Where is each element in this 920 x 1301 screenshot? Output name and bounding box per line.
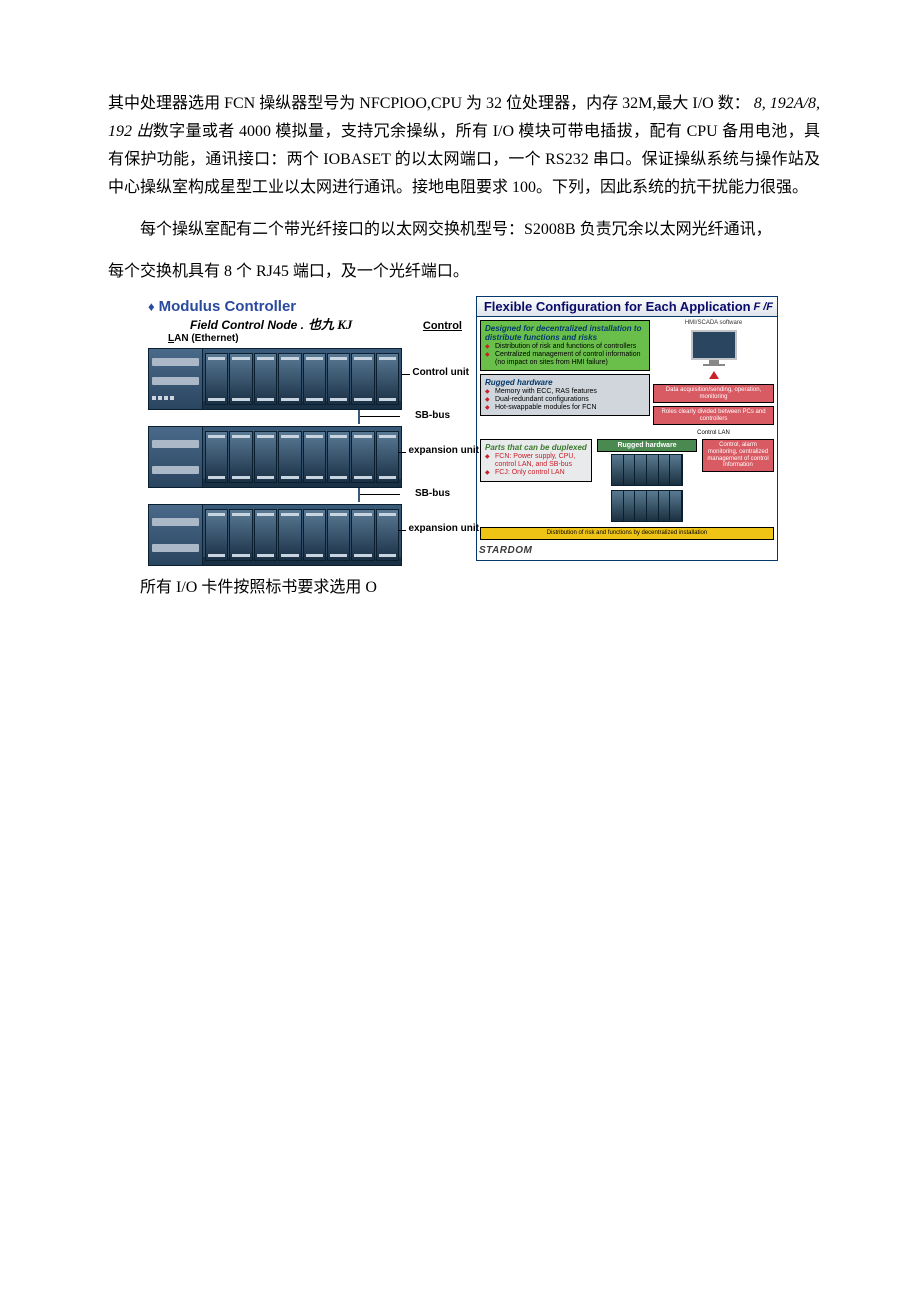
rack-expansion-1: expansion unit <box>148 426 402 488</box>
rugged-bar: Rugged hardware <box>597 439 697 452</box>
callout-roles: Roles clearly divided between PCs and co… <box>653 406 774 425</box>
paragraph-2: 每个操纵室配有二个带光纤接口的以太网交换机型号：S2008B 负责冗余以太网光纤… <box>108 216 820 244</box>
mini-rack-2 <box>611 490 683 522</box>
box-decentralized: Designed for decentralized installation … <box>480 320 650 371</box>
label-expansion-1: expansion unit <box>408 445 479 456</box>
label-control-unit: Control unit <box>412 367 469 378</box>
rack-expansion-2: expansion unit <box>148 504 402 566</box>
yellow-bar: Distribution of risk and functions by de… <box>480 527 774 540</box>
sb-bus-1: SB-bus <box>148 410 400 424</box>
figures-row: ♦ Modulus Controller Field Control Node .… <box>148 296 820 566</box>
label-expansion-2: expansion unit <box>408 523 479 534</box>
p1-line1: 其中处理器选用 FCN 操纵器型号为 NFCPlOO,CPU 为 32 位处理器… <box>108 95 750 112</box>
fr-title: Flexible Configuration for Each Applicat… <box>481 299 753 314</box>
bullet-icon: ♦ <box>148 299 155 314</box>
p1-tail: 接地电阻要求 100。下列，因此系统的抗干扰能力很强。 <box>412 179 808 196</box>
hmi-label: HMI/SCADA software <box>653 320 774 326</box>
fig-left-sub-right: Control <box>423 320 462 332</box>
arrow-up-icon <box>709 371 719 379</box>
figure-left: ♦ Modulus Controller Field Control Node .… <box>148 296 468 566</box>
fr-logo: F /F <box>753 301 773 313</box>
stardom-logo: STARDOM <box>479 545 532 556</box>
callout-control-alarm: Control, alarm monitoring, centralized m… <box>702 439 774 471</box>
mini-rack-1 <box>611 454 683 486</box>
caption: 所有 I/O 卡件按照标书要求选用 O <box>108 574 820 602</box>
p1-rest: 数字量或者 4000 模拟量，支持冗余操纵，所有 I/O 模块可带电插拔，配有 … <box>108 123 820 168</box>
callout-data-acq: Data acquisition/sending, operation, mon… <box>653 384 774 403</box>
ctrl-lan-label: Control LAN <box>653 430 774 436</box>
figure-right: Flexible Configuration for Each Applicat… <box>476 296 778 561</box>
lan-label: LAN (Ethernet) <box>148 333 468 344</box>
box-rugged: Rugged hardware Memory with ECC, RAS fea… <box>480 374 650 416</box>
fig-left-sub-left: Field Control Node . <box>190 318 304 332</box>
sb-bus-2: SB-bus <box>148 488 400 502</box>
fig-left-sub-mid: 也九 KJ <box>308 314 352 333</box>
fig-left-title: Modulus Controller <box>159 298 297 315</box>
paragraph-3: 每个交换机具有 8 个 RJ45 端口，及一个光纤端口。 <box>108 258 820 286</box>
box-duplexed: Parts that can be duplexed FCN: Power su… <box>480 439 592 481</box>
rack-control-unit: Control unit <box>148 348 402 410</box>
paragraph-1: 其中处理器选用 FCN 操纵器型号为 NFCPlOO,CPU 为 32 位处理器… <box>108 90 820 202</box>
monitor-icon <box>691 330 737 366</box>
